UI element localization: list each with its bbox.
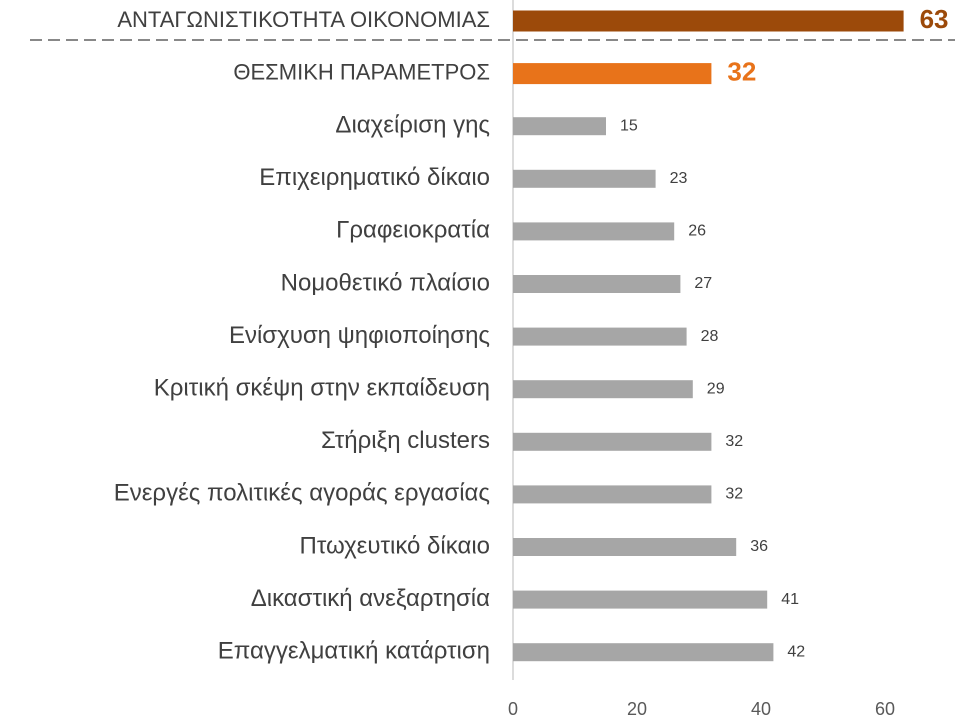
category-label: Στήριξη clusters <box>321 427 490 454</box>
bar <box>513 380 693 399</box>
bar <box>513 10 904 32</box>
bar <box>513 222 675 241</box>
x-tick-label: 0 <box>508 699 518 719</box>
category-label: Επαγγελματική κατάρτιση <box>218 638 490 665</box>
value-label: 15 <box>620 117 638 134</box>
value-label: 42 <box>787 643 805 660</box>
bar <box>513 432 712 451</box>
value-label: 26 <box>688 223 706 240</box>
category-label: Κριτική σκέψη στην εκπαίδευση <box>154 375 490 402</box>
value-label: 23 <box>670 170 688 187</box>
value-label: 27 <box>694 275 712 292</box>
value-label: 32 <box>725 486 743 503</box>
bar <box>513 643 774 662</box>
category-label: Διαχείριση γης <box>335 112 490 139</box>
bar <box>513 485 712 504</box>
value-label: 36 <box>750 538 768 555</box>
value-label: 63 <box>920 4 949 34</box>
value-label: 28 <box>701 328 719 345</box>
category-label: Πτωχευτικό δίκαιο <box>300 532 490 559</box>
bar <box>513 117 606 136</box>
bar <box>513 169 656 188</box>
bar <box>513 63 712 85</box>
value-label: 32 <box>725 433 743 450</box>
category-label: Ενίσχυση ψηφιοποίησης <box>229 322 490 349</box>
category-label: Γραφειοκρατία <box>336 217 490 244</box>
value-label: 32 <box>727 56 756 86</box>
x-tick-label: 60 <box>875 699 895 719</box>
x-tick-label: 40 <box>751 699 771 719</box>
category-label: Επιχειρηματικό δίκαιο <box>259 164 490 191</box>
category-label: ΑΝΤΑΓΩΝΙΣΤΙΚΟΤΗΤΑ ΟΙΚΟΝΟΜΙΑΣ <box>117 7 490 32</box>
bar <box>513 327 687 346</box>
category-label: ΘΕΣΜΙΚΗ ΠΑΡΑΜΕΤΡΟΣ <box>233 59 490 84</box>
bar <box>513 590 768 609</box>
category-label: Ενεργές πολιτικές αγοράς εργασίας <box>114 480 490 507</box>
bar <box>513 538 737 556</box>
value-label: 29 <box>707 380 725 397</box>
x-tick-label: 20 <box>627 699 647 719</box>
category-label: Δικαστική ανεξαρτησία <box>251 585 490 612</box>
value-label: 41 <box>781 591 799 608</box>
category-label: Νομοθετικό πλαίσιο <box>281 269 490 296</box>
bar <box>513 275 681 293</box>
